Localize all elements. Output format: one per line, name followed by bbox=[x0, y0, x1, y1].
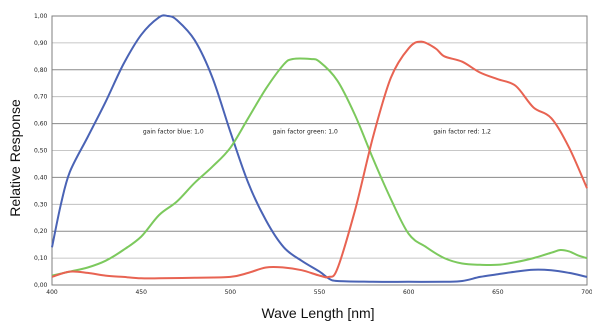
y-tick-label: 0,00 bbox=[34, 282, 48, 289]
plot-frame bbox=[51, 15, 588, 286]
gain-factor-annotation: gain factor blue: 1,0 bbox=[143, 129, 204, 136]
red-response-line bbox=[51, 40, 588, 280]
y-tick-label: 0,10 bbox=[34, 255, 48, 262]
series-group bbox=[51, 14, 588, 283]
plot-border bbox=[51, 15, 588, 286]
x-tick-label: 550 bbox=[314, 289, 326, 296]
gain-factor-annotation: gain factor red: 1,2 bbox=[433, 129, 491, 136]
y-tick-label: 0,50 bbox=[34, 148, 48, 155]
y-tick-labels: 0,00 0,10 0,20 0,30 0,40 0,50 0,60 0,70 0,80 0,90… bbox=[34, 13, 48, 289]
green-response-line bbox=[51, 57, 588, 277]
x-tick-labels: 400 450 500 550 600 650 700 bbox=[46, 289, 592, 296]
x-tick-label: 650 bbox=[492, 289, 504, 296]
x-tick-label: 450 bbox=[135, 289, 147, 296]
y-tick-label: 1,00 bbox=[34, 13, 48, 20]
x-tick-label: 600 bbox=[403, 289, 415, 296]
annotations: gain factor blue: 1,0 gain factor green: … bbox=[143, 129, 491, 136]
y-tick-label: 0,20 bbox=[34, 228, 48, 235]
y-tick-label: 0,30 bbox=[34, 201, 48, 208]
x-tick-label: 500 bbox=[225, 289, 237, 296]
y-tick-label: 0,70 bbox=[34, 94, 48, 101]
y-tick-label: 0,90 bbox=[34, 40, 48, 47]
x-tick-label: 700 bbox=[581, 289, 592, 296]
gain-factor-annotation: gain factor green: 1,0 bbox=[273, 129, 338, 136]
y-tick-label: 0,60 bbox=[34, 121, 48, 128]
blue-response-line bbox=[51, 14, 588, 283]
y-tick-label: 0,80 bbox=[34, 67, 48, 74]
x-axis-title: Wave Length [nm] bbox=[261, 305, 374, 321]
y-tick-label: 0,40 bbox=[34, 174, 48, 181]
x-tick-label: 400 bbox=[46, 289, 58, 296]
y-axis-title: Relative Response bbox=[7, 99, 23, 217]
